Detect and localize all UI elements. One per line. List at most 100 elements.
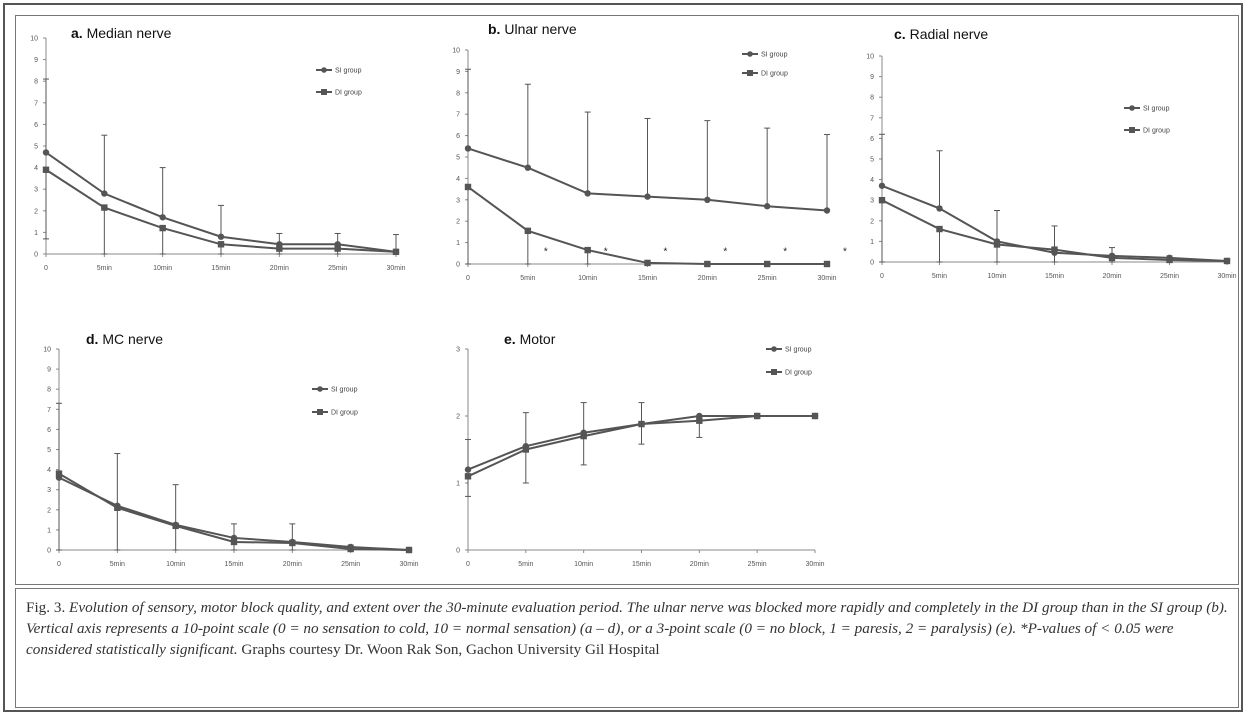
- data-point: [522, 446, 530, 453]
- x-tick-label: 25min: [1160, 273, 1179, 280]
- x-tick-label: 10min: [987, 273, 1006, 280]
- data-point: [101, 190, 108, 197]
- data-point: [230, 538, 238, 546]
- data-point: [644, 193, 651, 200]
- data-point: [42, 166, 50, 173]
- data-point: [464, 145, 472, 152]
- legend-label: SI group: [1143, 106, 1170, 113]
- y-tick-label: 1: [456, 481, 460, 488]
- data-point: [753, 412, 761, 420]
- data-point: [1166, 256, 1173, 264]
- data-point: [811, 412, 819, 420]
- y-tick-label: 1: [456, 240, 460, 247]
- chart-title-text: Ulnar nerve: [504, 21, 577, 37]
- y-tick-label: 10: [452, 48, 460, 55]
- data-point: [524, 227, 532, 235]
- data-point: [347, 545, 354, 553]
- x-tick-label: 15min: [638, 275, 657, 282]
- data-point: [524, 164, 532, 171]
- data-point: [763, 260, 771, 268]
- y-tick-label: 5: [34, 144, 38, 151]
- data-point: [101, 204, 108, 211]
- x-tick-label: 30min: [805, 561, 824, 568]
- x-tick-label: 15min: [1045, 273, 1064, 280]
- y-tick-label: 10: [866, 54, 874, 61]
- y-tick-label: 0: [456, 548, 460, 555]
- y-tick-label: 0: [34, 252, 38, 259]
- figure-frame: a. Median nerve 0 1 2 3 4 5 6 7 8 9 10 0 5min 10min 15m…: [3, 3, 1243, 712]
- y-tick-label: 10: [30, 36, 38, 43]
- y-tick-label: 4: [870, 177, 874, 184]
- x-tick-label: 10min: [574, 561, 593, 568]
- data-point: [392, 248, 400, 256]
- y-tick-label: 8: [34, 79, 38, 86]
- y-tick-label: 1: [47, 527, 51, 534]
- y-tick-label: 0: [456, 262, 460, 269]
- y-tick-label: 6: [456, 133, 460, 140]
- chart-a: a. Median nerve 0 1 2 3 4 5 6 7 8 9 10 0 5min 10min 15m…: [30, 25, 405, 272]
- data-point: [823, 207, 831, 214]
- data-point: [464, 466, 472, 473]
- data-point: [584, 190, 591, 197]
- y-tick-label: 7: [870, 115, 874, 122]
- caption-credit: Graphs courtesy Dr. Woon Rak Son, Gachon…: [241, 641, 660, 658]
- x-tick-label: 5min: [520, 275, 535, 282]
- chart-e: e. Motor 0 1 2 3 0 5min 10min 15min 20min 25min 30m…: [456, 331, 825, 568]
- data-point: [114, 504, 121, 511]
- x-tick-label: 5min: [518, 561, 533, 568]
- y-tick-label: 1: [34, 230, 38, 237]
- y-tick-label: 0: [870, 260, 874, 267]
- data-point: [289, 539, 296, 547]
- data-point: [276, 245, 283, 252]
- y-tick-label: 4: [47, 467, 51, 474]
- data-point: [993, 241, 1001, 248]
- data-point: [1223, 257, 1231, 265]
- data-point: [644, 259, 651, 267]
- chart-letter: a.: [71, 25, 87, 41]
- y-tick-label: 6: [870, 136, 874, 143]
- y-tick-label: 5: [870, 157, 874, 164]
- legend-marker: [317, 386, 323, 392]
- y-tick-label: 8: [47, 387, 51, 394]
- data-point: [580, 432, 587, 440]
- y-tick-label: 6: [47, 427, 51, 434]
- significance-marker: *: [544, 247, 548, 258]
- data-point: [878, 197, 886, 204]
- x-tick-label: 5min: [110, 561, 125, 568]
- y-tick-label: 2: [34, 208, 38, 215]
- data-point: [878, 182, 886, 189]
- y-tick-label: 3: [456, 347, 460, 354]
- legend-label: DI group: [761, 71, 788, 78]
- y-tick-label: 9: [34, 57, 38, 64]
- y-tick-label: 3: [47, 487, 51, 494]
- x-tick-label: 25min: [328, 265, 347, 272]
- chart-title: d. MC nerve: [86, 331, 163, 347]
- legend-marker: [747, 70, 753, 76]
- x-tick-label: 15min: [224, 561, 243, 568]
- x-tick-label: 15min: [632, 561, 651, 568]
- y-tick-label: 9: [47, 367, 51, 374]
- x-tick-label: 0: [44, 265, 48, 272]
- data-point: [42, 149, 50, 156]
- legend-marker: [317, 409, 323, 415]
- y-tick-label: 7: [456, 112, 460, 119]
- x-tick-label: 25min: [341, 561, 360, 568]
- x-tick-label: 0: [466, 561, 470, 568]
- data-point: [704, 260, 711, 268]
- y-tick-label: 8: [870, 95, 874, 102]
- x-tick-label: 25min: [748, 561, 767, 568]
- y-tick-label: 2: [456, 414, 460, 421]
- y-tick-label: 4: [34, 165, 38, 172]
- y-tick-label: 5: [47, 447, 51, 454]
- significance-marker: *: [843, 247, 847, 258]
- chart-c: c. Radial nerve 0 1 2 3 4 5 6 7 8 9 10 0 5min 10min 15m…: [866, 26, 1236, 280]
- data-point: [217, 233, 225, 240]
- x-tick-label: 20min: [1102, 273, 1121, 280]
- legend-label: DI group: [335, 90, 362, 97]
- legend-marker: [1129, 127, 1135, 133]
- x-tick-label: 20min: [690, 561, 709, 568]
- data-point: [55, 470, 63, 477]
- y-tick-label: 9: [456, 69, 460, 76]
- legend-marker: [771, 346, 777, 352]
- legend-marker: [1129, 105, 1135, 111]
